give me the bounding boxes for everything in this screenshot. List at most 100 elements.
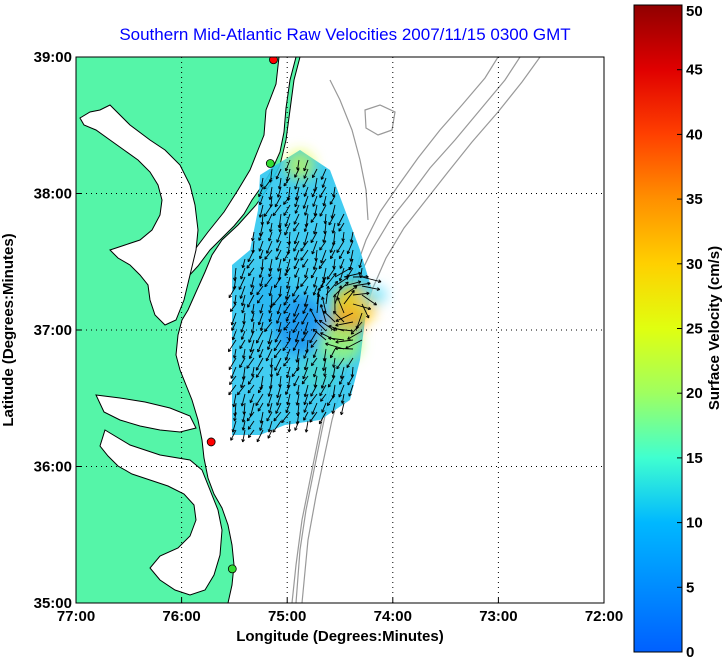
x-tick-label: 77:00 [57, 608, 95, 625]
velocity-arrow [266, 411, 273, 422]
velocity-arrow [258, 186, 264, 198]
velocity-arrow [246, 258, 255, 269]
velocity-arrow [278, 222, 282, 233]
velocity-arrow [325, 342, 345, 350]
velocity-arrow [312, 195, 318, 207]
velocity-arrow [255, 393, 264, 407]
velocity-arrow [318, 411, 327, 425]
velocity-arrow [250, 312, 255, 323]
velocity-arrow [333, 327, 354, 332]
velocity-arrow [232, 348, 237, 359]
velocity-arrow [267, 384, 273, 397]
velocity-vectors [227, 159, 382, 443]
velocity-arrow [325, 280, 339, 296]
velocity-arrow [230, 312, 237, 326]
x-tick-label: 74:00 [374, 608, 412, 625]
x-axis-label: Longitude (Degrees:Minutes) [236, 628, 444, 645]
velocity-arrow [300, 240, 309, 252]
velocity-arrow [258, 231, 264, 241]
velocity-arrow [239, 357, 246, 368]
colorbar-tick-label: 15 [686, 450, 703, 467]
chart-title: Southern Mid-Atlantic Raw Velocities 200… [119, 25, 570, 44]
colorbar-tick-label: 25 [686, 321, 703, 338]
velocity-arrow [236, 384, 246, 396]
velocity-arrow [303, 285, 309, 295]
velocity-arrow [293, 294, 300, 303]
y-axis-label: Latitude (Degrees:Minutes) [0, 233, 17, 426]
velocity-arrow [266, 213, 273, 225]
grid-lines [76, 57, 604, 603]
velocity-arrow [241, 411, 246, 423]
velocity-arrow [246, 411, 255, 422]
velocity-arrow [267, 339, 273, 350]
velocity-arrow [275, 168, 282, 180]
station-marker [227, 564, 237, 574]
velocity-arrow [251, 303, 255, 314]
velocity-arrow [292, 339, 300, 351]
velocity-arrow [343, 285, 358, 296]
velocity-arrow [247, 375, 255, 385]
colorbar-tick-label: 45 [686, 62, 703, 79]
velocity-arrow [358, 258, 363, 269]
velocity-arrow [334, 346, 354, 351]
velocity-arrow [264, 321, 273, 332]
velocity-arrow [332, 258, 336, 269]
velocity-arrow [294, 267, 300, 278]
velocity-arrow [294, 186, 300, 201]
velocity-arrow [321, 402, 327, 413]
velocity-arrow [267, 429, 273, 439]
velocity-arrow [259, 303, 264, 314]
velocity-arrow [320, 375, 327, 389]
velocity-arrow [312, 366, 318, 378]
velocity-arrow [248, 348, 255, 360]
velocity-arrow [293, 303, 300, 317]
velocity-arrow [283, 177, 291, 187]
station-marker [265, 159, 275, 168]
velocity-arrow [334, 267, 352, 278]
velocity-arrow [312, 276, 318, 288]
velocity-arrow [293, 240, 300, 252]
velocity-arrow [258, 267, 264, 278]
velocity-arrow [338, 384, 345, 398]
colorbar [633, 4, 683, 653]
velocity-arrow [310, 267, 318, 279]
velocity-arrow [311, 402, 318, 415]
velocity-arrow [273, 411, 282, 422]
colorbar-tick-label: 40 [686, 126, 703, 143]
velocity-arrow [247, 429, 255, 438]
velocity-arrow [318, 258, 327, 270]
velocity-arrow [303, 384, 309, 398]
velocity-arrow [274, 357, 282, 371]
velocity-arrow [258, 240, 264, 252]
albemarle-sound [95, 394, 197, 433]
velocity-arrow [240, 321, 246, 333]
velocity-arrow [334, 285, 343, 305]
velocity-arrow [251, 231, 255, 242]
velocity-arrow [293, 231, 300, 245]
velocity-arrow [256, 294, 264, 304]
velocity-arrow [304, 267, 309, 279]
velocity-arrow [311, 240, 318, 255]
velocity-arrow [319, 304, 327, 323]
velocity-arrow [303, 168, 309, 179]
colorbar-label: Surface Velocity (cm/s) [706, 246, 723, 410]
velocity-arrow [240, 294, 246, 307]
velocity-arrow [257, 312, 264, 326]
velocity-arrow [292, 285, 300, 297]
velocity-arrow [292, 312, 300, 323]
velocity-arrow [349, 231, 354, 243]
y-tick-label: 37:00 [34, 322, 72, 339]
velocity-arrow [329, 348, 336, 359]
velocity-arrow [320, 168, 327, 180]
velocity-arrow [259, 177, 264, 188]
velocity-arrow [302, 303, 309, 314]
velocity-arrow [276, 258, 282, 272]
velocity-arrow [330, 249, 336, 260]
velocity-arrow [281, 411, 291, 424]
velocity-arrow [323, 310, 336, 323]
velocity-arrow [300, 276, 309, 287]
velocity-arrow [322, 357, 327, 372]
velocity-arrow [233, 411, 237, 422]
velocity-arrow [303, 357, 309, 371]
velocity-arrow [349, 249, 354, 262]
